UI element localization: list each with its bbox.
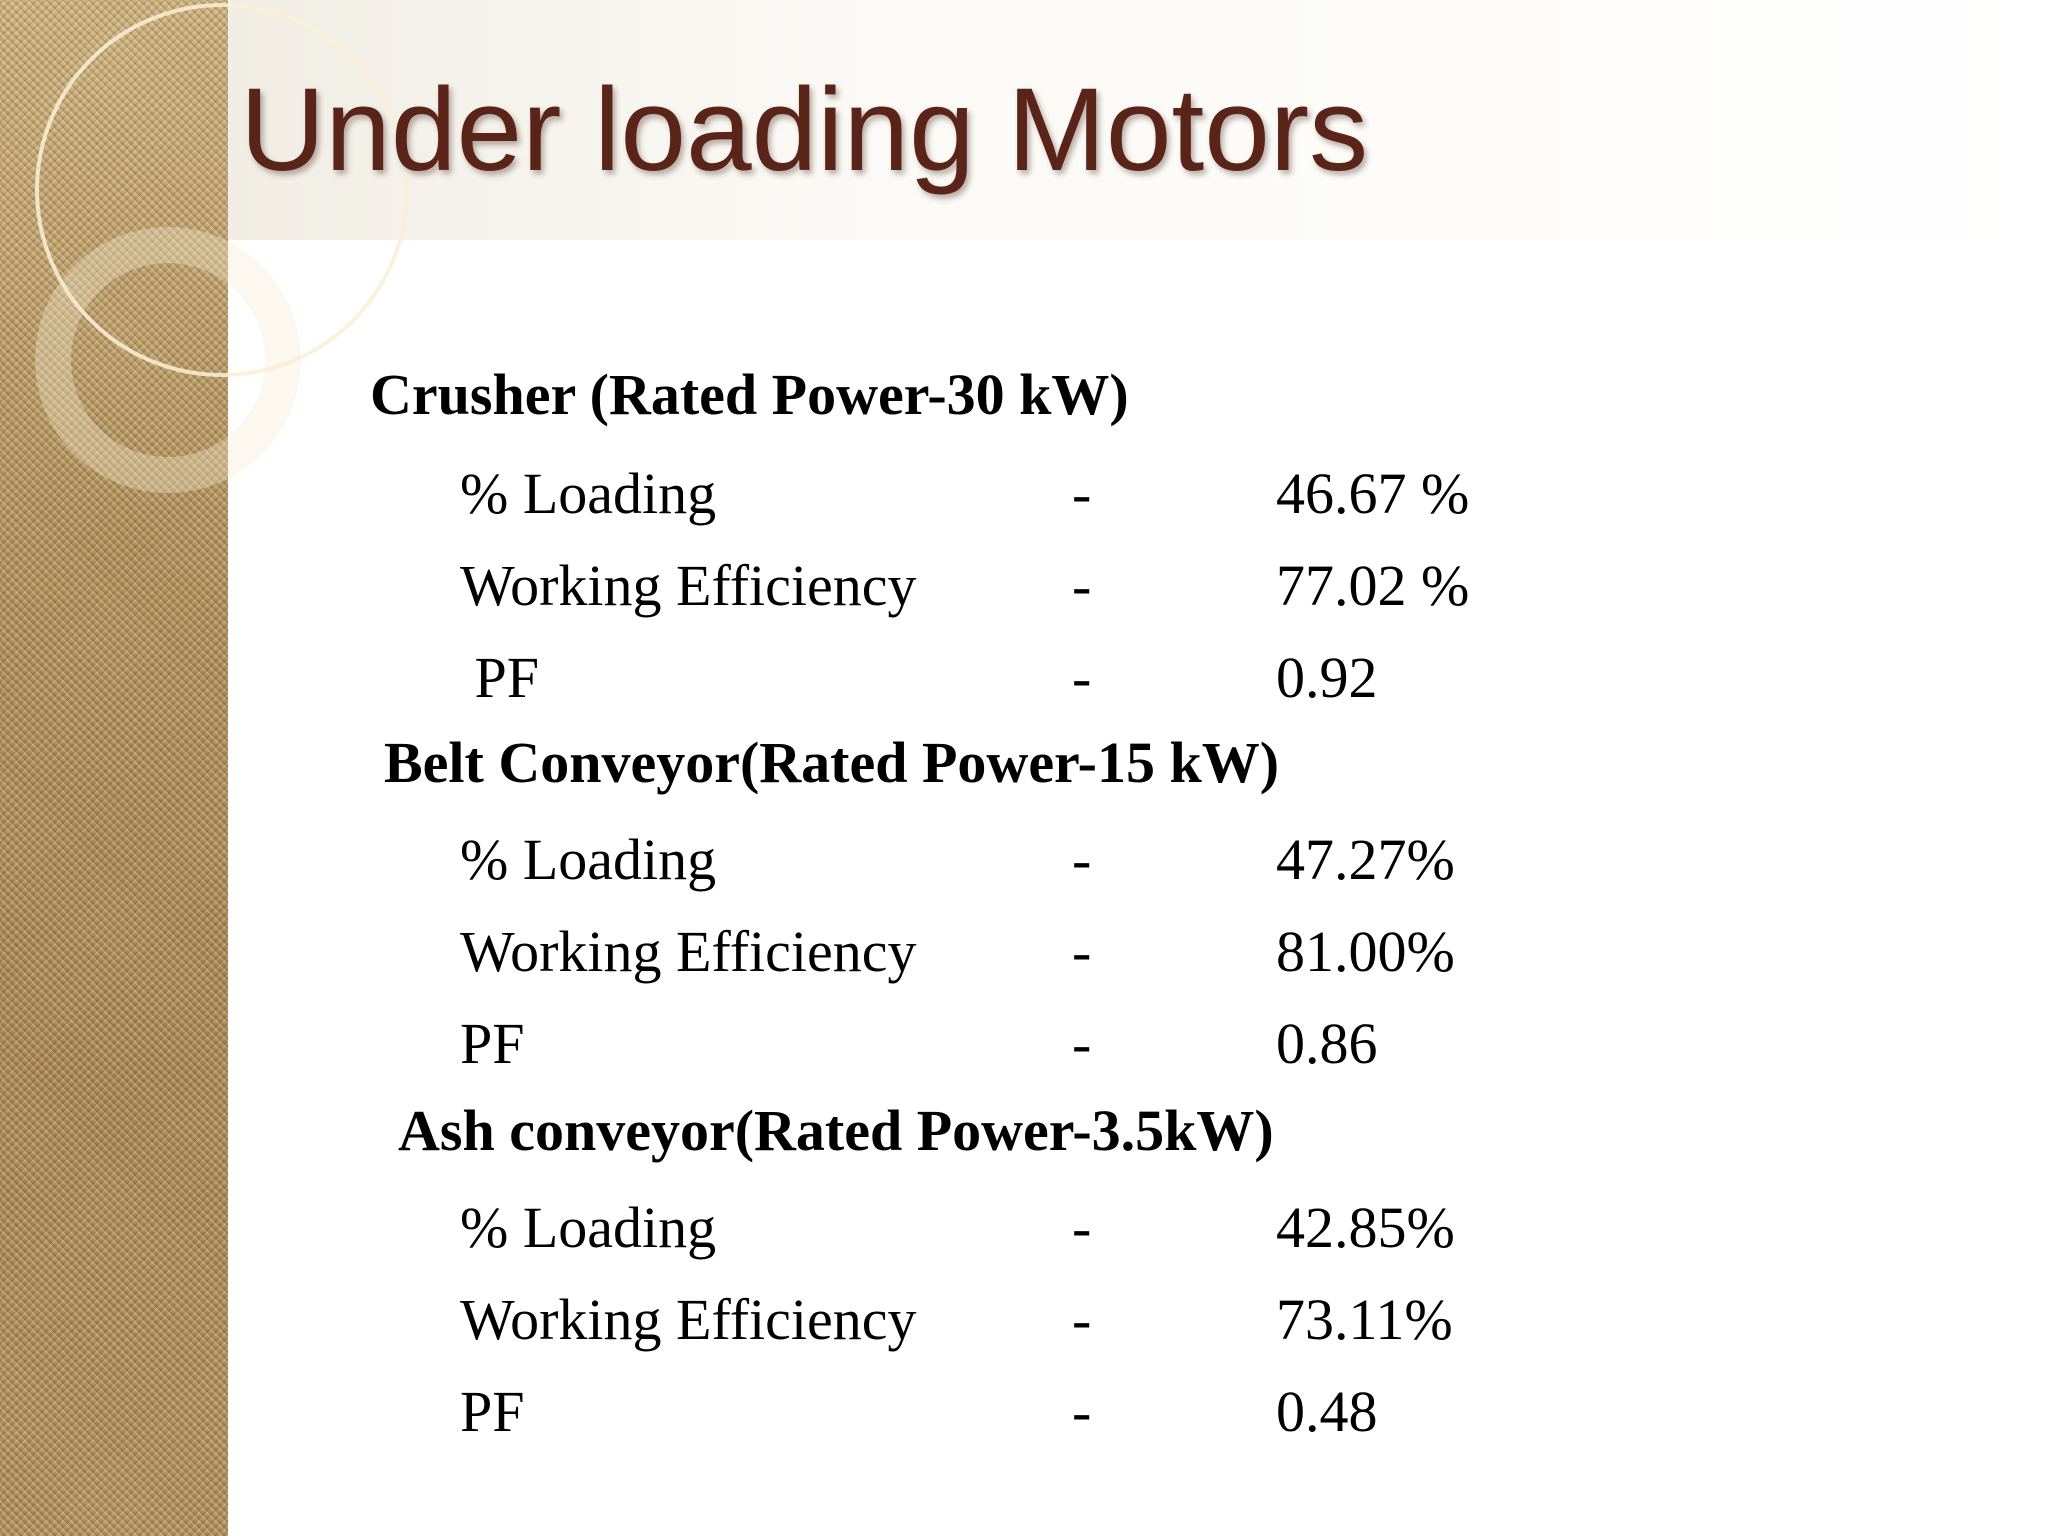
row-crusher-pf: PF - 0.92	[0, 638, 2048, 718]
row-value: 47.27%	[1276, 827, 1455, 892]
row-separator: -	[1072, 1195, 1092, 1260]
row-value: 0.86	[1276, 1011, 1378, 1076]
row-label: Working Efficiency	[460, 919, 917, 984]
row-value: 0.92	[1276, 645, 1378, 710]
row-separator: -	[1072, 1287, 1092, 1352]
row-label: % Loading	[460, 1195, 717, 1260]
header-band	[0, 0, 2048, 240]
row-belt-efficiency: Working Efficiency - 81.00%	[0, 912, 2048, 992]
group-heading-belt-conveyor: Belt Conveyor(Rated Power-15 kW)	[384, 730, 1280, 795]
row-belt-pf: PF - 0.86	[0, 1004, 2048, 1084]
row-ash-loading: % Loading - 42.85%	[0, 1188, 2048, 1268]
row-separator: -	[1072, 645, 1092, 710]
row-separator: -	[1072, 827, 1092, 892]
row-separator: -	[1072, 1379, 1092, 1444]
decorative-rings	[35, 3, 409, 493]
row-value: 46.67 %	[1276, 461, 1470, 526]
row-separator: -	[1072, 461, 1092, 526]
row-separator: -	[1072, 919, 1092, 984]
group-heading-ash-conveyor: Ash conveyor(Rated Power-3.5kW)	[398, 1098, 1274, 1163]
row-label: % Loading	[460, 827, 717, 892]
slide-title: Under loading Motors	[240, 64, 1369, 196]
row-label: PF	[460, 1011, 525, 1076]
row-label: Working Efficiency	[460, 553, 917, 618]
row-label: % Loading	[460, 461, 717, 526]
row-belt-loading: % Loading - 47.27%	[0, 820, 2048, 900]
row-value: 73.11%	[1276, 1287, 1453, 1352]
burlap-sidebar	[0, 0, 228, 1536]
row-ash-pf: PF - 0.48	[0, 1372, 2048, 1452]
row-crusher-efficiency: Working Efficiency - 77.02 %	[0, 546, 2048, 626]
row-label: PF	[460, 645, 540, 710]
row-ash-efficiency: Working Efficiency - 73.11%	[0, 1280, 2048, 1360]
row-value: 0.48	[1276, 1379, 1378, 1444]
row-value: 42.85%	[1276, 1195, 1455, 1260]
group-heading-crusher: Crusher (Rated Power-30 kW)	[370, 362, 1129, 427]
row-separator: -	[1072, 1011, 1092, 1076]
row-value: 77.02 %	[1276, 553, 1470, 618]
row-label: PF	[460, 1379, 525, 1444]
row-separator: -	[1072, 553, 1092, 618]
row-crusher-loading: % Loading - 46.67 %	[0, 454, 2048, 534]
row-value: 81.00%	[1276, 919, 1455, 984]
row-label: Working Efficiency	[460, 1287, 917, 1352]
